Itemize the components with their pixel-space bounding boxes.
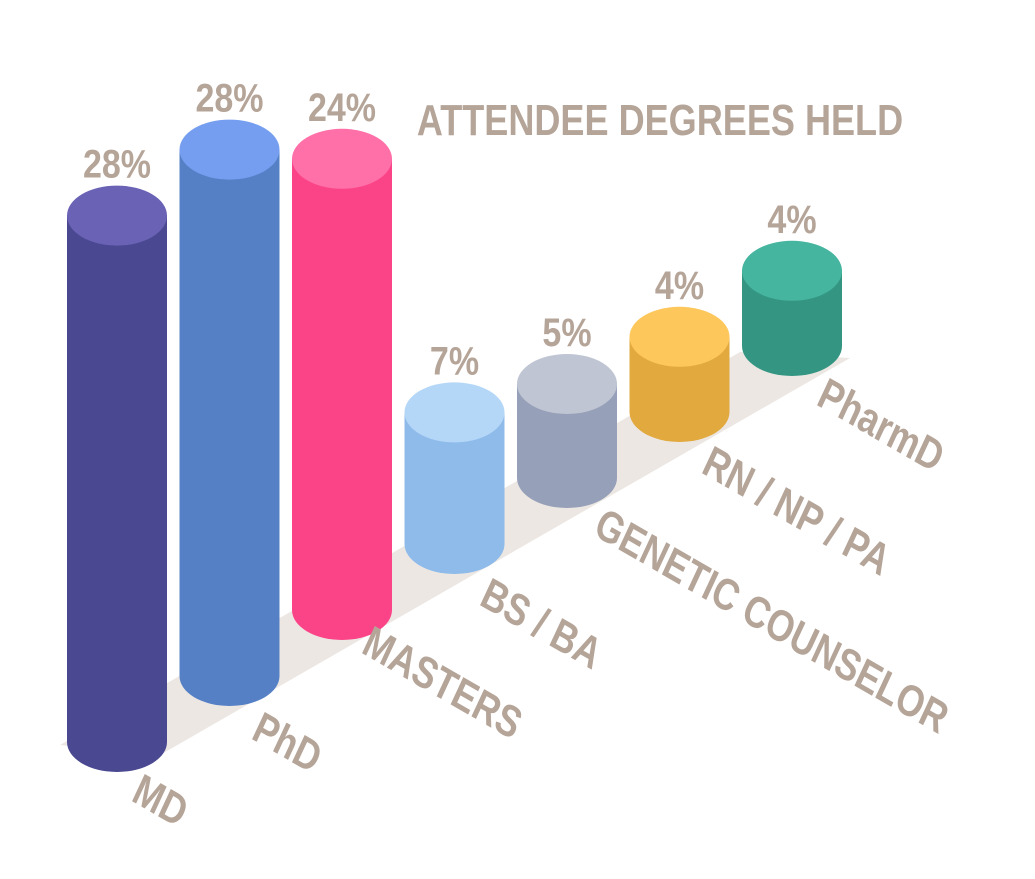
value-label-rn-np-pa: 4% xyxy=(655,262,704,307)
bars-group xyxy=(67,119,842,773)
category-label-masters: MASTERS xyxy=(356,617,529,749)
bar-body-md xyxy=(67,215,167,773)
bar-top-rn-np-pa xyxy=(629,306,730,367)
bar-top-md xyxy=(67,185,167,246)
bar-body-phd xyxy=(179,149,280,706)
bar-body-masters xyxy=(292,158,392,641)
bar-body-genetic-counselor xyxy=(517,384,617,508)
bar-bs-ba xyxy=(404,382,505,575)
bar-phd xyxy=(179,119,280,706)
value-labels-group: 28% 28% 24% 7% 5% 4% 4% xyxy=(83,75,817,383)
bar-pharmd xyxy=(742,240,842,376)
bar-masters xyxy=(292,128,392,641)
bar-top-phd xyxy=(179,119,280,180)
category-label-bs-ba: BS / BA xyxy=(474,569,609,679)
chart-title: ATTENDEE DEGREES HELD xyxy=(417,96,903,145)
bar-top-pharmd xyxy=(742,240,842,301)
bar-rn-np-pa xyxy=(629,306,730,442)
value-label-masters: 24% xyxy=(308,84,376,129)
value-label-md: 28% xyxy=(83,141,151,186)
bar-body-bs-ba xyxy=(404,412,505,575)
bar-body-rn-np-pa xyxy=(629,336,730,442)
category-label-rn-np-pa: RN / NP / PA xyxy=(696,437,897,585)
bar-top-genetic-counselor xyxy=(517,354,617,414)
category-label-md: MD xyxy=(126,765,195,837)
bar-top-bs-ba xyxy=(404,382,505,443)
bar-genetic-counselor xyxy=(517,354,617,508)
value-label-bs-ba: 7% xyxy=(430,338,479,383)
bar-md xyxy=(67,185,167,773)
bar-top-masters xyxy=(292,128,392,189)
value-label-genetic-counselor: 5% xyxy=(542,309,591,354)
value-label-pharmd: 4% xyxy=(767,196,816,241)
category-label-phd: PhD xyxy=(246,703,329,783)
value-label-phd: 28% xyxy=(195,75,263,120)
category-label-pharmd: PharmD xyxy=(811,369,951,482)
bar-body-pharmd xyxy=(742,270,842,376)
category-label-genetic-counselor: GENETIC COUNSELOR xyxy=(588,499,955,743)
